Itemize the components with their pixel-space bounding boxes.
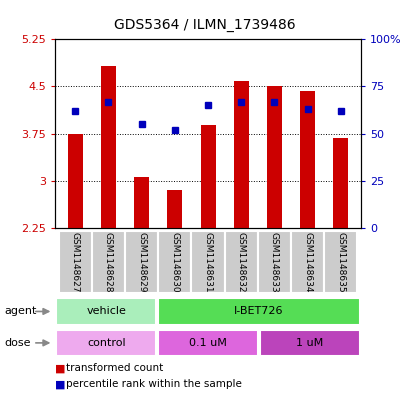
Text: GSM1148631: GSM1148631 bbox=[203, 232, 212, 293]
FancyBboxPatch shape bbox=[157, 298, 359, 325]
FancyBboxPatch shape bbox=[125, 231, 158, 294]
Text: GSM1148630: GSM1148630 bbox=[170, 232, 179, 293]
Bar bbox=[167, 190, 182, 228]
FancyBboxPatch shape bbox=[157, 330, 258, 356]
Bar bbox=[266, 86, 281, 228]
FancyBboxPatch shape bbox=[158, 231, 191, 294]
Text: GSM1148627: GSM1148627 bbox=[71, 232, 80, 292]
Text: GSM1148628: GSM1148628 bbox=[104, 232, 113, 292]
Text: vehicle: vehicle bbox=[86, 307, 126, 316]
Text: GSM1148633: GSM1148633 bbox=[269, 232, 278, 293]
Text: GSM1148629: GSM1148629 bbox=[137, 232, 146, 292]
Text: GSM1148632: GSM1148632 bbox=[236, 232, 245, 292]
FancyBboxPatch shape bbox=[56, 298, 156, 325]
Text: 1 uM: 1 uM bbox=[296, 338, 323, 348]
FancyBboxPatch shape bbox=[56, 330, 156, 356]
Bar bbox=[101, 66, 116, 228]
Bar bbox=[200, 125, 215, 228]
Bar bbox=[67, 134, 83, 228]
Text: ■: ■ bbox=[55, 379, 66, 389]
FancyBboxPatch shape bbox=[257, 231, 290, 294]
Text: percentile rank within the sample: percentile rank within the sample bbox=[65, 379, 241, 389]
Text: GSM1148635: GSM1148635 bbox=[335, 232, 344, 293]
FancyBboxPatch shape bbox=[92, 231, 125, 294]
Text: transformed count: transformed count bbox=[65, 363, 162, 373]
Text: GSM1148634: GSM1148634 bbox=[302, 232, 311, 292]
Text: dose: dose bbox=[4, 338, 31, 348]
Text: control: control bbox=[87, 338, 125, 348]
Text: 0.1 uM: 0.1 uM bbox=[189, 338, 227, 348]
Text: agent: agent bbox=[4, 307, 36, 316]
Text: I-BET726: I-BET726 bbox=[234, 307, 283, 316]
Text: ■: ■ bbox=[55, 363, 66, 373]
Bar bbox=[333, 138, 348, 228]
FancyBboxPatch shape bbox=[259, 330, 359, 356]
FancyBboxPatch shape bbox=[290, 231, 324, 294]
Bar bbox=[134, 177, 149, 228]
FancyBboxPatch shape bbox=[191, 231, 224, 294]
FancyBboxPatch shape bbox=[58, 231, 92, 294]
Bar bbox=[299, 92, 315, 228]
FancyBboxPatch shape bbox=[224, 231, 257, 294]
Bar bbox=[233, 81, 248, 228]
FancyBboxPatch shape bbox=[324, 231, 357, 294]
Text: GDS5364 / ILMN_1739486: GDS5364 / ILMN_1739486 bbox=[114, 18, 295, 32]
